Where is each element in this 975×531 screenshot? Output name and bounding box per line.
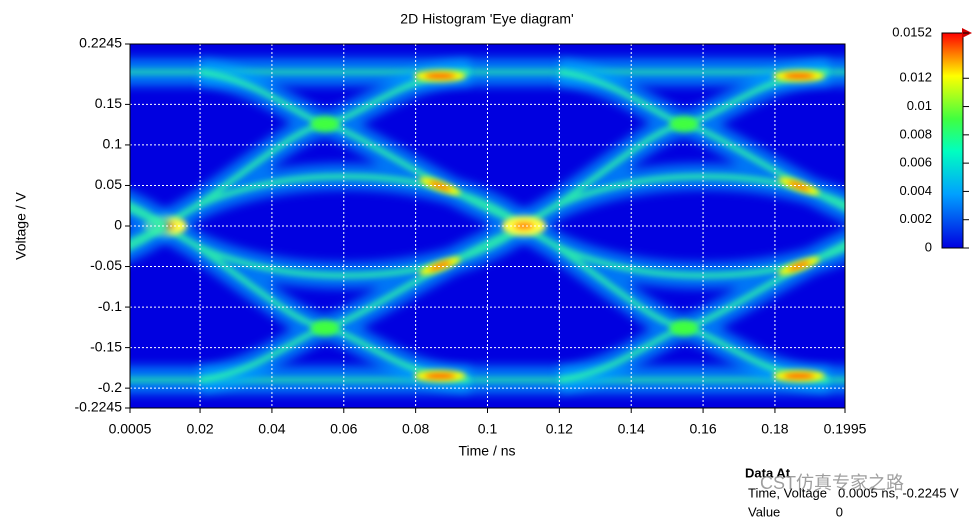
x-tick-label: 0.1995: [824, 421, 867, 437]
data-at-value: 0.0005 ns, -0.2245 V: [838, 485, 959, 500]
data-at-label: Value: [748, 504, 780, 519]
colorbar-tick-label: 0.008: [899, 126, 932, 141]
colorbar-tick-label: 0: [925, 239, 932, 254]
y-tick-label: 0.2245: [79, 35, 122, 51]
y-tick-label: 0.1: [103, 136, 123, 152]
colorbar-tick-label: 0.01: [907, 98, 932, 113]
data-at-title: Data At: [745, 465, 791, 480]
y-tick-label: 0.15: [95, 95, 122, 111]
y-tick-label: 0.05: [95, 176, 122, 192]
colorbar-tick-label: 0.004: [899, 183, 932, 198]
y-tick-label: -0.05: [90, 257, 122, 273]
x-tick-label: 0.1: [478, 421, 498, 437]
colorbar-tick-label: 0.002: [899, 211, 932, 226]
x-tick-label: 0.08: [402, 421, 429, 437]
x-axis-label: Time / ns: [458, 443, 515, 459]
x-tick-label: 0.14: [618, 421, 645, 437]
x-tick-label: 0.16: [689, 421, 716, 437]
x-tick-label: 0.04: [258, 421, 285, 437]
x-tick-label: 0.18: [761, 421, 788, 437]
colorbar-tick-label: 0.012: [899, 70, 932, 85]
x-tick-label: 0.02: [186, 421, 213, 437]
colorbar-tick-label: 0.0152: [892, 24, 932, 39]
chart-title: 2D Histogram 'Eye diagram': [400, 11, 573, 27]
y-tick-label: -0.2: [98, 379, 122, 395]
colorbar: [941, 32, 964, 249]
y-tick-label: 0: [114, 217, 122, 233]
y-axis-label: Voltage / V: [13, 191, 29, 259]
y-tick-label: -0.15: [90, 338, 122, 354]
data-at-value: 0: [836, 504, 843, 519]
data-at-label: Time, Voltage: [748, 485, 827, 500]
x-tick-label: 0.0005: [109, 421, 152, 437]
x-tick-label: 0.06: [330, 421, 357, 437]
colorbar-tick-label: 0.006: [899, 155, 932, 170]
x-tick-label: 0.12: [546, 421, 573, 437]
watermark: CST仿真专家之路: [760, 473, 904, 493]
y-tick-label: -0.2245: [75, 399, 123, 415]
y-tick-label: -0.1: [98, 298, 122, 314]
